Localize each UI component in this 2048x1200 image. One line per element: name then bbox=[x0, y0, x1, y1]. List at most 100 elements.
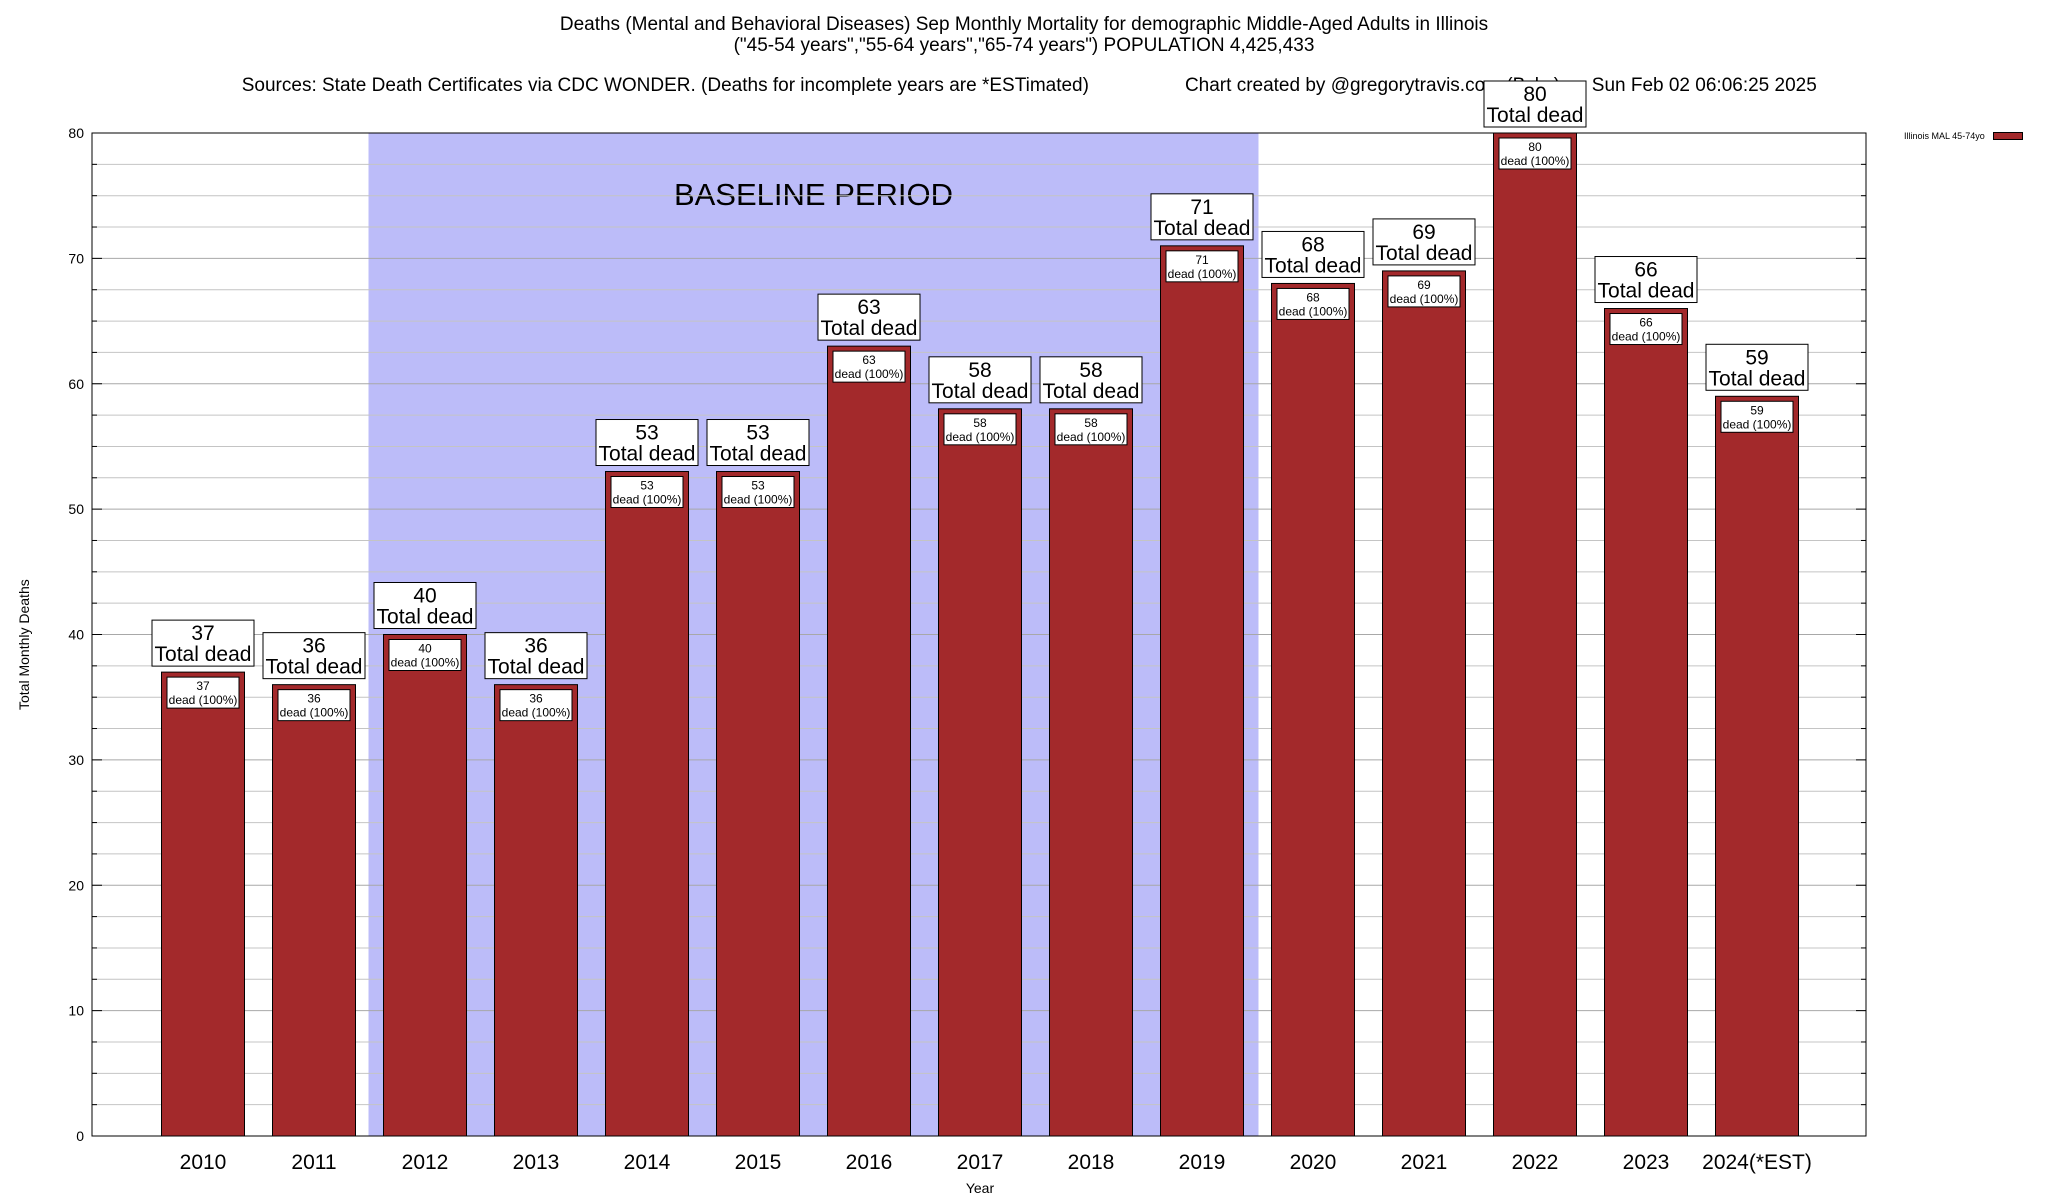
bar-total-label-box bbox=[595, 419, 699, 467]
chart-title-line-2: ("45-54 years","55-64 years","65-74 year… bbox=[733, 35, 1315, 56]
x-tick-label: 2024(*EST) bbox=[1702, 1151, 1812, 1174]
bar-inner-value-label: 58 bbox=[1084, 416, 1098, 430]
bar-total-text-label: Total dead bbox=[1487, 104, 1584, 127]
y-tick-label: 60 bbox=[68, 376, 84, 392]
bar-inner-value-label: 53 bbox=[640, 479, 654, 493]
bar-inner-label-box bbox=[721, 476, 795, 509]
bar-total-text-label: Total dead bbox=[821, 317, 918, 340]
x-tick-label: 2011 bbox=[291, 1151, 336, 1174]
bar-inner-percent-label: dead (100%) bbox=[280, 706, 349, 720]
bar-inner-percent-label: dead (100%) bbox=[613, 493, 682, 507]
bar-total-value-label: 37 bbox=[191, 622, 214, 645]
bar-inner-label-box bbox=[943, 413, 1017, 446]
bar-inner-label-box bbox=[1720, 400, 1794, 433]
bar bbox=[605, 471, 689, 1137]
bar-inner-value-label: 71 bbox=[1195, 253, 1209, 267]
bar-total-value-label: 36 bbox=[524, 635, 547, 658]
bar-total-label-box bbox=[1372, 218, 1476, 266]
bar-inner-label-box bbox=[1276, 287, 1350, 320]
bar-total-value-label: 68 bbox=[1301, 233, 1324, 256]
y-tick-label: 50 bbox=[68, 501, 84, 517]
bar-inner-label-box bbox=[166, 676, 240, 709]
bar-inner-label-box bbox=[832, 350, 906, 383]
x-tick-label: 2023 bbox=[1623, 1151, 1670, 1174]
y-tick-label: 40 bbox=[68, 627, 84, 643]
bar-inner-value-label: 37 bbox=[196, 679, 210, 693]
bar-inner-percent-label: dead (100%) bbox=[1168, 267, 1237, 281]
chart-sources-line: Sources: State Death Certificates via CD… bbox=[0, 53, 2048, 97]
x-tick-label: 2015 bbox=[735, 1151, 782, 1174]
legend-swatch bbox=[1992, 132, 2023, 140]
bar bbox=[1382, 270, 1466, 1137]
bar-inner-value-label: 63 bbox=[862, 353, 876, 367]
bar-inner-label-box bbox=[1498, 137, 1572, 170]
bar-total-value-label: 69 bbox=[1412, 221, 1435, 244]
bar-total-value-label: 71 bbox=[1190, 196, 1213, 219]
bar-inner-label-box bbox=[277, 689, 351, 722]
bar-inner-percent-label: dead (100%) bbox=[724, 493, 793, 507]
bar-total-label-box bbox=[928, 356, 1032, 404]
bar-inner-percent-label: dead (100%) bbox=[1723, 417, 1792, 431]
bar-total-label-box bbox=[1150, 193, 1254, 241]
x-tick-label: 2014 bbox=[624, 1151, 671, 1174]
bar-inner-value-label: 36 bbox=[529, 692, 543, 706]
y-tick-label: 20 bbox=[68, 877, 84, 893]
x-tick-label: 2019 bbox=[1179, 1151, 1226, 1174]
bar-inner-label-box bbox=[1609, 313, 1683, 346]
bar bbox=[272, 684, 356, 1137]
bar-inner-percent-label: dead (100%) bbox=[1612, 330, 1681, 344]
bar-inner-value-label: 66 bbox=[1639, 316, 1653, 330]
bar-total-label-box bbox=[1594, 256, 1698, 304]
bar-inner-percent-label: dead (100%) bbox=[391, 656, 460, 670]
bar bbox=[1160, 245, 1244, 1137]
bar-total-value-label: 53 bbox=[635, 422, 658, 445]
bar-total-label-box bbox=[1261, 230, 1365, 278]
bar-inner-label-box bbox=[499, 689, 573, 722]
bar-inner-value-label: 69 bbox=[1417, 278, 1431, 292]
plot-frame bbox=[91, 132, 1867, 1137]
bar-total-value-label: 58 bbox=[1079, 359, 1102, 382]
x-tick-label: 2018 bbox=[1068, 1151, 1115, 1174]
bar-total-label-box bbox=[151, 619, 255, 667]
bar-total-text-label: Total dead bbox=[266, 656, 363, 679]
bar-total-label-box bbox=[373, 582, 477, 629]
bar bbox=[1049, 408, 1133, 1137]
bar bbox=[1604, 308, 1688, 1137]
bar-total-value-label: 40 bbox=[413, 585, 436, 608]
bar-total-text-label: Total dead bbox=[1265, 254, 1362, 277]
bar-inner-percent-label: dead (100%) bbox=[1390, 292, 1459, 306]
y-tick-label: 30 bbox=[68, 752, 84, 768]
bar-total-value-label: 53 bbox=[746, 422, 769, 445]
bar-total-text-label: Total dead bbox=[1154, 217, 1251, 240]
y-tick-label: 0 bbox=[76, 1128, 84, 1144]
bar-inner-value-label: 58 bbox=[973, 416, 987, 430]
x-tick-label: 2021 bbox=[1401, 1151, 1448, 1174]
x-tick-label: 2020 bbox=[1290, 1151, 1337, 1174]
bar-total-label-box bbox=[1705, 343, 1809, 391]
bar-total-value-label: 59 bbox=[1745, 346, 1768, 369]
bar-inner-value-label: 40 bbox=[418, 642, 432, 656]
bar bbox=[1271, 282, 1355, 1137]
bar-inner-percent-label: dead (100%) bbox=[1279, 304, 1348, 318]
bar-inner-value-label: 53 bbox=[751, 479, 765, 493]
x-tick-label: 2012 bbox=[402, 1151, 449, 1174]
x-axis-label: Year bbox=[965, 1180, 995, 1196]
bar bbox=[716, 471, 800, 1137]
bar-total-label-box bbox=[817, 293, 921, 341]
bar-total-label-box bbox=[1039, 356, 1143, 404]
bar-total-text-label: Total dead bbox=[1376, 242, 1473, 265]
bar-inner-percent-label: dead (100%) bbox=[1057, 430, 1126, 444]
bar-inner-percent-label: dead (100%) bbox=[835, 367, 904, 381]
bar-total-text-label: Total dead bbox=[1043, 380, 1140, 403]
bar-total-value-label: 80 bbox=[1523, 83, 1546, 106]
bar-total-text-label: Total dead bbox=[932, 380, 1029, 403]
bar-total-text-label: Total dead bbox=[155, 643, 252, 666]
x-tick-label: 2017 bbox=[957, 1151, 1004, 1174]
legend: Illinois MAL 45-74yo bbox=[1904, 131, 2023, 141]
x-tick-label: 2010 bbox=[180, 1151, 227, 1174]
bar-total-label-box bbox=[706, 419, 810, 467]
x-tick-label: 2022 bbox=[1512, 1151, 1559, 1174]
bar-total-label-box bbox=[1483, 80, 1587, 128]
bar-inner-value-label: 59 bbox=[1750, 403, 1764, 417]
